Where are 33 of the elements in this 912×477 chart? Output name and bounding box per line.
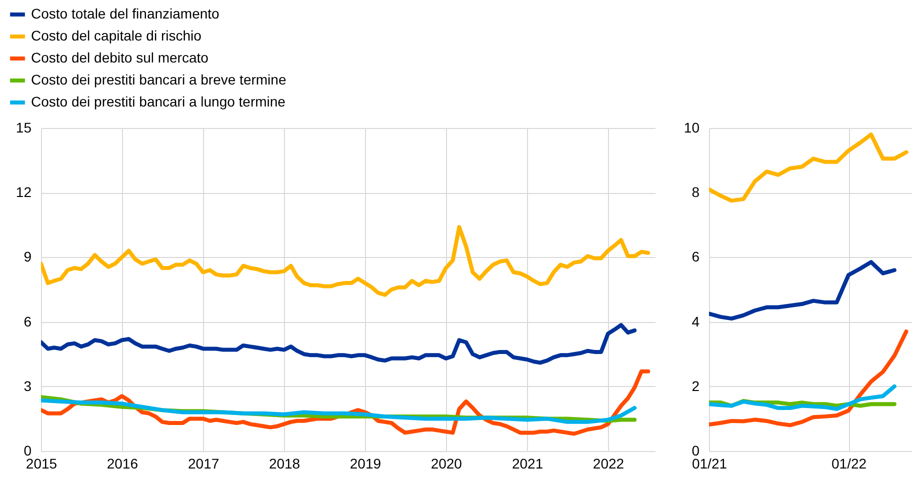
y-tick-label: 6 — [692, 248, 700, 265]
line-series — [41, 323, 637, 365]
legend-label: Costo del debito sul mercato — [31, 50, 209, 66]
line-series — [709, 329, 908, 428]
x-tick-label: 2022 — [592, 456, 624, 472]
y-tick-label: 8 — [692, 184, 700, 200]
line-series — [41, 225, 650, 297]
y-tick-label: 3 — [24, 378, 32, 394]
line-series — [709, 260, 896, 321]
x-tick-label: 2016 — [106, 456, 138, 472]
x-tick-label: 2020 — [430, 456, 462, 472]
x-tick-label: 2021 — [512, 456, 544, 472]
y-tick-label: 6 — [24, 313, 32, 330]
y-tick-label: 12 — [16, 184, 32, 200]
y-tick-label: 0 — [24, 442, 32, 458]
line-series — [709, 384, 896, 412]
x-tick-label: 2017 — [188, 456, 220, 472]
line-series — [709, 132, 908, 203]
y-tick-label: 0 — [692, 442, 700, 458]
x-tick-label: 01/21 — [692, 456, 728, 472]
legend-label: Costo totale del finanziamento — [31, 6, 220, 22]
y-tick-label: 15 — [16, 120, 32, 136]
x-tick-label: 2019 — [350, 456, 382, 472]
x-tick-label: 2015 — [26, 456, 58, 472]
y-tick-label: 2 — [692, 378, 700, 394]
legend-label: Costo del capitale di rischio — [31, 28, 202, 44]
legend-label: Costo dei prestiti bancari a lungo termine — [31, 94, 286, 110]
y-tick-label: 4 — [692, 313, 700, 330]
legend-label: Costo dei prestiti bancari a breve termine — [31, 72, 286, 88]
x-tick-label: 01/22 — [832, 456, 867, 472]
x-tick-label: 2018 — [268, 456, 300, 472]
y-tick-label: 9 — [24, 248, 32, 265]
y-tick-label: 10 — [684, 120, 700, 136]
